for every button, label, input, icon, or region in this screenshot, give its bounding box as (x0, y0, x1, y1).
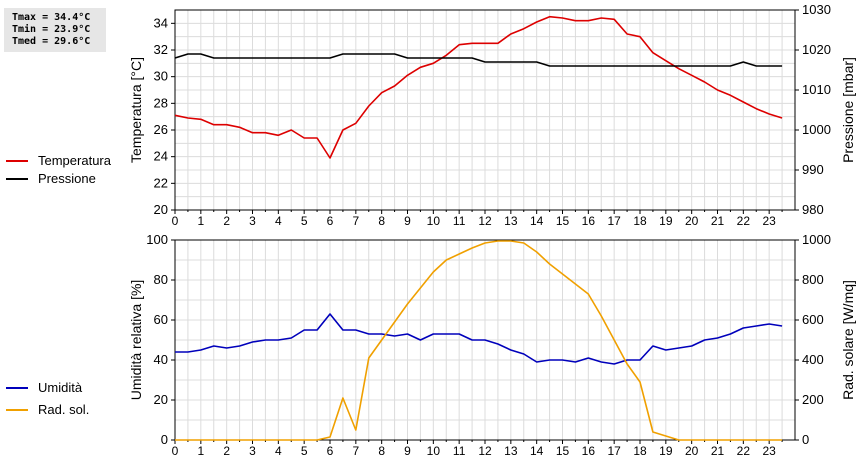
y-left-tick-label: 40 (154, 352, 168, 367)
x-tick-label: 23 (762, 214, 776, 228)
x-tick-label: 10 (427, 444, 441, 458)
x-tick-label: 11 (453, 214, 466, 228)
legend-pressione-label: Pressione (38, 171, 96, 186)
x-tick-label: 0 (172, 444, 179, 458)
x-tick-label: 1 (197, 444, 204, 458)
tmed-label: Tmed = 29.6°C (12, 36, 91, 47)
x-tick-label: 13 (504, 444, 518, 458)
x-tick-label: 15 (556, 214, 570, 228)
y-right-tick-label: 1020 (802, 42, 831, 57)
y-left-tick-label: 34 (154, 15, 168, 30)
y-right-tick-label: 600 (802, 312, 824, 327)
x-tick-label: 2 (223, 444, 230, 458)
x-tick-label: 16 (582, 444, 596, 458)
x-tick-label: 20 (685, 444, 699, 458)
y-right-axis-label: Pressione [mbar] (840, 57, 856, 163)
tmax-label: Tmax = 34.4°C (12, 12, 91, 23)
x-tick-label: 8 (378, 444, 385, 458)
x-tick-label: 9 (404, 214, 411, 228)
y-right-tick-label: 200 (802, 392, 824, 407)
y-right-axis-label: Rad. solare [W/mq] (840, 280, 856, 400)
y-left-tick-label: 26 (154, 122, 168, 137)
x-tick-label: 20 (685, 214, 699, 228)
x-tick-label: 5 (301, 214, 308, 228)
x-tick-label: 14 (530, 214, 544, 228)
y-left-tick-label: 22 (154, 175, 168, 190)
legend-radsol-label: Rad. sol. (38, 402, 90, 417)
x-tick-label: 15 (556, 444, 570, 458)
y-left-tick-label: 20 (154, 392, 168, 407)
legend-radsol-swatch (6, 409, 28, 411)
y-left-tick-label: 24 (154, 149, 168, 164)
x-tick-label: 12 (478, 444, 492, 458)
legend-temperatura-label: Temperatura (38, 153, 111, 168)
y-right-tick-label: 980 (802, 202, 824, 217)
x-tick-label: 1 (197, 214, 204, 228)
x-tick-label: 12 (478, 214, 492, 228)
x-tick-label: 22 (737, 214, 751, 228)
x-tick-label: 13 (504, 214, 518, 228)
y-right-tick-label: 1000 (802, 122, 831, 137)
x-tick-label: 9 (404, 444, 411, 458)
y-left-tick-label: 80 (154, 272, 168, 287)
y-left-tick-label: 30 (154, 69, 168, 84)
y-right-tick-label: 400 (802, 352, 824, 367)
tmin-label: Tmin = 23.9°C (12, 24, 91, 35)
x-tick-label: 19 (659, 444, 673, 458)
y-right-tick-label: 1000 (802, 232, 831, 247)
stats-box: Tmax = 34.4°C Tmin = 23.9°C Tmed = 29.6°… (4, 8, 106, 52)
x-tick-label: 3 (249, 214, 256, 228)
y-right-tick-label: 0 (802, 432, 809, 447)
y-left-tick-label: 0 (161, 432, 168, 447)
x-tick-label: 6 (327, 214, 334, 228)
x-tick-label: 4 (275, 444, 282, 458)
x-tick-label: 14 (530, 444, 544, 458)
x-tick-label: 23 (762, 444, 776, 458)
x-tick-label: 2 (223, 214, 230, 228)
y-right-tick-label: 1010 (802, 82, 831, 97)
y-left-tick-label: 32 (154, 42, 168, 57)
y-left-tick-label: 28 (154, 95, 168, 110)
y-right-tick-label: 990 (802, 162, 824, 177)
chart-panel-0: 0 1 2 3 4 5 6 7 8 9 10 11 12 13 14 15 16 17 18 19 20 21 22 2320… (128, 2, 856, 228)
y-left-tick-label: 20 (154, 202, 168, 217)
x-tick-label: 5 (301, 444, 308, 458)
legend-umidita-swatch (6, 387, 28, 389)
y-left-axis-label: Umidità relativa [%] (128, 280, 144, 401)
series-line-temperatura (174, 15, 783, 159)
x-tick-label: 16 (582, 214, 596, 228)
x-tick-label: 10 (427, 214, 441, 228)
x-tick-label: 7 (352, 214, 359, 228)
x-tick-label: 3 (249, 444, 256, 458)
x-tick-label: 4 (275, 214, 282, 228)
y-right-tick-label: 1030 (802, 2, 831, 17)
x-tick-label: 21 (711, 444, 725, 458)
x-tick-label: 11 (453, 444, 466, 458)
x-tick-label: 18 (633, 444, 647, 458)
x-tick-label: 22 (737, 444, 751, 458)
series-line-pressione (174, 53, 783, 67)
y-right-tick-label: 800 (802, 272, 824, 287)
y-left-tick-label: 100 (146, 232, 168, 247)
x-tick-label: 18 (633, 214, 647, 228)
legend-temperatura-swatch (6, 160, 28, 162)
series-line-umidit (175, 313, 783, 365)
x-tick-label: 21 (711, 214, 725, 228)
y-left-axis-label: Temperatura [°C] (128, 57, 144, 163)
x-tick-label: 7 (352, 444, 359, 458)
x-tick-label: 17 (607, 214, 621, 228)
chart-panel-1: 0 1 2 3 4 5 6 7 8 9 10 11 12 13 14 15 16 17 18 19 20 21 22 2302… (128, 232, 856, 458)
x-tick-label: 6 (327, 444, 334, 458)
x-tick-label: 8 (378, 214, 385, 228)
x-tick-label: 19 (659, 214, 673, 228)
y-left-tick-label: 60 (154, 312, 168, 327)
x-tick-label: 17 (607, 444, 621, 458)
series-line-rad-sol (175, 240, 783, 441)
legend-pressione-swatch (6, 178, 28, 180)
x-tick-label: 0 (172, 214, 179, 228)
legend-umidita-label: Umidità (38, 380, 83, 395)
